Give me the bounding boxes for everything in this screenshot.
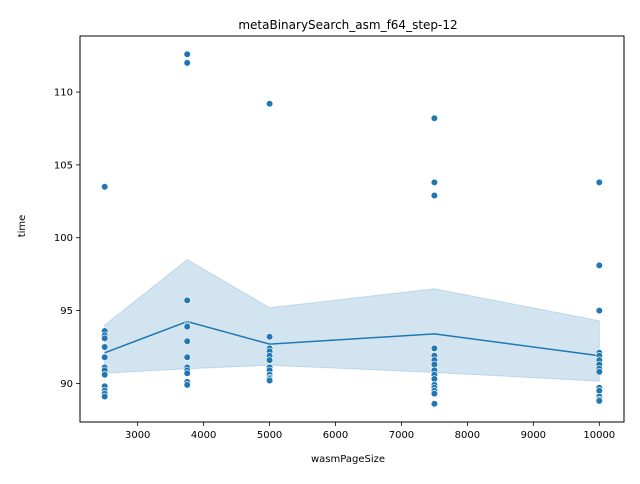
data-point xyxy=(430,191,439,200)
x-tick-label: 4000 xyxy=(191,430,216,441)
data-point xyxy=(101,343,109,351)
x-tick-label: 7000 xyxy=(389,430,414,441)
x-tick-label: 9000 xyxy=(521,430,546,441)
chart-title: metaBinarySearch_asm_f64_step-12 xyxy=(238,18,457,32)
data-point xyxy=(266,100,274,108)
x-tick-label: 8000 xyxy=(455,430,480,441)
data-point xyxy=(101,353,109,361)
data-point xyxy=(101,371,109,379)
x-axis-ticks: 3000 4000 5000 6000 7000 8000 9000 10000 xyxy=(125,422,615,441)
x-tick-label: 10000 xyxy=(583,430,615,441)
mean-line-layer xyxy=(104,320,600,357)
data-point xyxy=(430,400,439,408)
x-axis-label: wasmPageSize xyxy=(311,454,385,465)
data-point xyxy=(430,344,439,353)
data-point xyxy=(266,356,274,364)
data-point xyxy=(183,50,191,58)
confidence-band-layer xyxy=(104,258,600,382)
y-tick-label: 105 xyxy=(54,160,73,171)
data-point xyxy=(183,369,191,377)
data-point xyxy=(595,307,603,315)
data-point xyxy=(266,333,274,341)
data-point xyxy=(595,368,603,376)
data-point xyxy=(183,59,191,67)
data-point xyxy=(183,323,191,331)
data-point xyxy=(183,381,191,389)
data-point xyxy=(595,397,603,405)
x-tick-label: 5000 xyxy=(257,430,282,441)
data-point xyxy=(101,183,109,191)
y-axis-label: time xyxy=(17,215,28,238)
data-point xyxy=(430,114,439,122)
y-axis-ticks: 90 95 100 105 110 xyxy=(54,88,80,390)
y-tick-label: 110 xyxy=(54,88,73,99)
data-point xyxy=(101,392,109,401)
data-point xyxy=(430,390,439,398)
data-point xyxy=(183,353,191,361)
data-point xyxy=(183,296,191,305)
data-point xyxy=(183,337,191,345)
data-points xyxy=(101,50,603,408)
data-point xyxy=(595,261,603,270)
y-tick-label: 90 xyxy=(60,379,73,390)
data-point xyxy=(430,178,439,186)
mean-line xyxy=(104,320,600,357)
data-point xyxy=(595,178,603,186)
y-tick-label: 100 xyxy=(54,233,73,244)
x-tick-label: 3000 xyxy=(125,430,150,441)
data-point xyxy=(101,334,109,342)
data-point xyxy=(266,376,274,385)
confidence-band xyxy=(104,258,600,382)
x-tick-label: 6000 xyxy=(323,430,348,441)
plot-frame xyxy=(79,35,625,423)
y-tick-label: 95 xyxy=(60,306,73,317)
